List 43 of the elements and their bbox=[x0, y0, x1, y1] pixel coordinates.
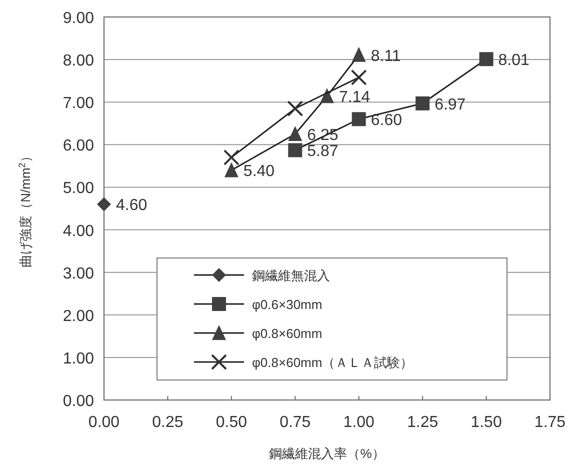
data-label: 4.60 bbox=[116, 197, 148, 214]
x-tick-label: 0.50 bbox=[216, 414, 248, 431]
y-tick-label: 9.00 bbox=[62, 10, 94, 27]
x-tick-label: 1.50 bbox=[470, 414, 502, 431]
y-tick-label: 2.00 bbox=[62, 308, 94, 325]
point bbox=[288, 126, 302, 142]
data-label: 5.40 bbox=[243, 163, 275, 180]
point bbox=[416, 96, 430, 110]
point bbox=[352, 46, 366, 62]
point bbox=[352, 112, 366, 126]
data-label: 6.97 bbox=[434, 96, 466, 114]
y-tick-label: 0.00 bbox=[62, 393, 94, 410]
y-tick-label: 6.00 bbox=[62, 138, 94, 155]
data-label: 8.11 bbox=[370, 48, 401, 65]
data-label: 7.14 bbox=[339, 89, 370, 106]
point bbox=[320, 88, 334, 104]
point bbox=[287, 100, 304, 116]
data-label: 6.60 bbox=[370, 112, 402, 130]
y-tick-label: 5.00 bbox=[62, 180, 94, 198]
data-label: 5.87 bbox=[307, 143, 338, 160]
x-axis-title: 鋼繊維混入率（%） bbox=[269, 446, 385, 461]
data-label: 8.01 bbox=[498, 52, 530, 70]
x-tick-label: 0.75 bbox=[280, 414, 311, 431]
x-tick-label: 1.25 bbox=[407, 414, 438, 431]
legend-label: φ0.6×30mm bbox=[252, 297, 322, 312]
y-tick-label: 8.00 bbox=[62, 52, 94, 70]
point bbox=[223, 149, 240, 166]
y-tick-label: 1.00 bbox=[62, 350, 94, 368]
point bbox=[97, 197, 111, 212]
x-tick-label: 0.00 bbox=[88, 414, 120, 431]
x-tick-label: 0.25 bbox=[152, 414, 184, 431]
point bbox=[224, 162, 238, 178]
legend-label: φ0.8×60mm（ＡＬＡ試験） bbox=[252, 355, 414, 370]
point bbox=[479, 52, 494, 66]
y-tick-label: 3.00 bbox=[62, 265, 94, 282]
legend-label: 鋼繊維無混入 bbox=[252, 268, 330, 283]
point bbox=[350, 69, 367, 86]
x-tick-label: 1.75 bbox=[534, 414, 566, 431]
y-tick-label: 4.00 bbox=[62, 222, 94, 240]
point bbox=[288, 143, 302, 158]
legend-label: φ0.8×60mm bbox=[252, 326, 322, 341]
y-tick-label: 7.00 bbox=[62, 95, 94, 112]
x-tick-label: 1.00 bbox=[343, 414, 375, 431]
